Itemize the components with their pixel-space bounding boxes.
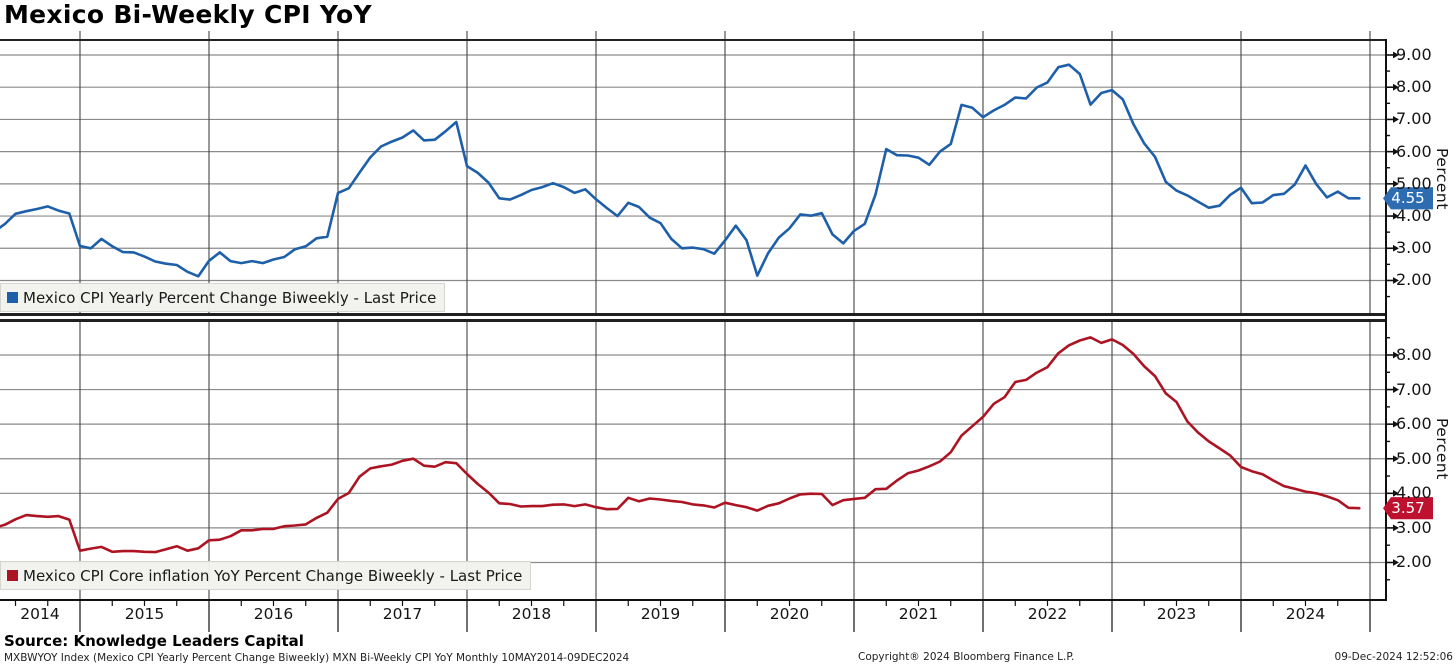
y-axis-tick-label: 4.00 <box>1396 483 1432 503</box>
core-legend-swatch <box>7 570 18 581</box>
x-axis-year-label: 2014 <box>20 605 60 623</box>
y-axis-tick-label: 2.00 <box>1396 270 1432 290</box>
footer-source: Source: Knowledge Leaders Capital <box>4 632 304 650</box>
headline-last-price-tag: 4.55 <box>1383 187 1433 210</box>
y-axis-tick-label: 5.00 <box>1396 448 1432 468</box>
footer-copyright: Copyright® 2024 Bloomberg Finance L.P. <box>858 651 1075 663</box>
x-axis-year-label: 2015 <box>124 605 165 623</box>
y-axis-tick-label: 4.00 <box>1396 206 1432 226</box>
y-axis-tick-label: 9.00 <box>1396 45 1432 64</box>
x-axis-year-label: 2023 <box>1156 605 1197 623</box>
x-axis-year-label: 2017 <box>382 605 423 623</box>
right-axis-line <box>1385 39 1387 601</box>
footer-ticker-description: MXBWYOY Index (Mexico CPI Yearly Percent… <box>4 652 630 664</box>
right-axis-ticks <box>1385 51 1399 581</box>
legend-headline: Mexico CPI Yearly Percent Change Biweekl… <box>0 283 446 312</box>
x-axis-ticks <box>14 601 1371 632</box>
x-axis-year-label: 2024 <box>1285 605 1326 623</box>
y-axis-tick-label: 3.00 <box>1396 238 1432 258</box>
legend-headline-label: Mexico CPI Yearly Percent Change Biweekl… <box>23 288 437 307</box>
core-last-price-tag: 3.57 <box>1383 497 1433 520</box>
y-axis-tick-label: 6.00 <box>1396 141 1432 161</box>
x-axis-year-label: 2019 <box>640 605 681 623</box>
core-y-axis-title: Percent <box>1433 418 1451 480</box>
x-axis-year-label: 2016 <box>253 605 294 623</box>
y-axis-tick-label: 2.00 <box>1396 552 1432 572</box>
x-axis-year-label: 2021 <box>898 605 939 623</box>
y-axis-tick-label: 8.00 <box>1396 345 1432 364</box>
y-axis-tick-label: 5.00 <box>1396 173 1432 193</box>
y-axis-tick-label: 7.00 <box>1396 109 1432 129</box>
footer-timestamp: 09-Dec-2024 12:52:06 <box>1334 651 1453 663</box>
y-axis-tick-label: 7.00 <box>1396 379 1432 399</box>
y-axis-tick-label: 8.00 <box>1396 77 1432 97</box>
top-year-ticks <box>79 31 1371 40</box>
x-axis-line <box>0 599 1387 601</box>
headline-y-axis-title: Percent <box>1433 148 1451 210</box>
plot-top-border <box>0 39 1387 41</box>
page-title: Mexico Bi-Weekly CPI YoY <box>4 0 372 29</box>
legend-core: Mexico CPI Core inflation YoY Percent Ch… <box>0 561 532 590</box>
headline-legend-swatch <box>7 292 18 303</box>
legend-core-label: Mexico CPI Core inflation YoY Percent Ch… <box>23 566 523 585</box>
y-axis-tick-label: 3.00 <box>1396 517 1432 537</box>
x-axis-year-label: 2020 <box>769 605 810 623</box>
x-axis-year-label: 2018 <box>511 605 552 623</box>
core-panel-plot <box>0 322 1385 600</box>
panel-separator <box>0 313 1387 322</box>
x-axis-year-label: 2022 <box>1027 605 1068 623</box>
y-axis-tick-label: 6.00 <box>1396 414 1432 434</box>
headline-panel-plot <box>0 40 1385 315</box>
